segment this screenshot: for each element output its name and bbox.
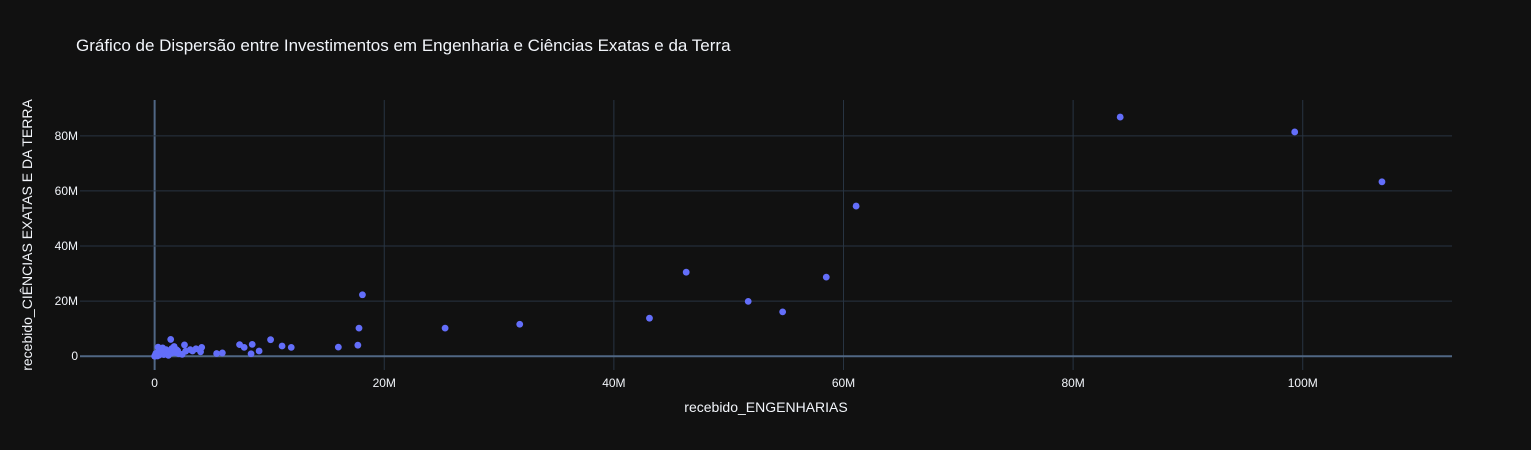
scatter-point[interactable] xyxy=(213,350,221,357)
scatter-point[interactable] xyxy=(267,336,274,344)
scatter-point[interactable] xyxy=(174,347,181,355)
scatter-point[interactable] xyxy=(682,268,690,276)
x-tick-label: 100M xyxy=(1288,376,1318,390)
scatter-point[interactable] xyxy=(1378,178,1386,186)
scatter-point[interactable] xyxy=(218,349,226,357)
scatter-point[interactable] xyxy=(158,347,165,354)
scatter-point[interactable] xyxy=(240,344,248,351)
scatter-point[interactable] xyxy=(441,324,449,332)
scatter-point[interactable] xyxy=(852,202,860,210)
tick-labels: 0 20M 40M 60M 80M 100M 0 20M 40M 60M 80M xyxy=(55,129,1318,390)
scatter-point[interactable] xyxy=(516,320,524,328)
x-tick-label: 80M xyxy=(1061,376,1084,390)
y-tick-label: 80M xyxy=(55,129,78,143)
scatter-point[interactable] xyxy=(646,314,653,322)
scatter-point[interactable] xyxy=(167,336,175,343)
scatter-point[interactable] xyxy=(334,343,342,351)
x-tick-label: 60M xyxy=(832,376,855,390)
x-tick-label: 40M xyxy=(602,376,625,390)
scatter-point[interactable] xyxy=(1116,113,1124,121)
grid-layer xyxy=(80,100,1452,370)
y-tick-label: 40M xyxy=(55,239,78,253)
scatter-point[interactable] xyxy=(287,344,295,351)
scatter-point[interactable] xyxy=(1291,128,1299,136)
scatter-point[interactable] xyxy=(163,350,171,358)
scatter-point[interactable] xyxy=(355,324,363,332)
x-axis-title: recebido_ENGENHARIAS xyxy=(684,399,847,415)
scatter-point[interactable] xyxy=(181,341,188,349)
y-tick-label: 20M xyxy=(55,294,78,308)
x-tick-label: 20M xyxy=(373,376,396,390)
y-tick-label: 0 xyxy=(71,349,78,363)
scatter-point[interactable] xyxy=(354,341,362,349)
scatter-point[interactable] xyxy=(255,347,263,355)
scatter-point[interactable] xyxy=(359,291,366,299)
scatter-point[interactable] xyxy=(744,297,752,305)
x-tick-label: 0 xyxy=(151,376,158,390)
scatter-point[interactable] xyxy=(822,273,830,281)
scatter-point[interactable] xyxy=(154,352,161,360)
scatter-point[interactable] xyxy=(247,350,255,358)
chart-title: Gráfico de Dispersão entre Investimentos… xyxy=(76,36,731,55)
y-tick-label: 60M xyxy=(55,184,78,198)
data-points xyxy=(151,113,1386,360)
scatter-point[interactable] xyxy=(278,342,286,350)
scatter-point[interactable] xyxy=(189,347,196,355)
scatter-point[interactable] xyxy=(779,308,787,316)
scatter-point[interactable] xyxy=(248,340,256,348)
y-axis-title: recebido_CIÊNCIAS EXATAS E DA TERRA xyxy=(19,99,35,371)
